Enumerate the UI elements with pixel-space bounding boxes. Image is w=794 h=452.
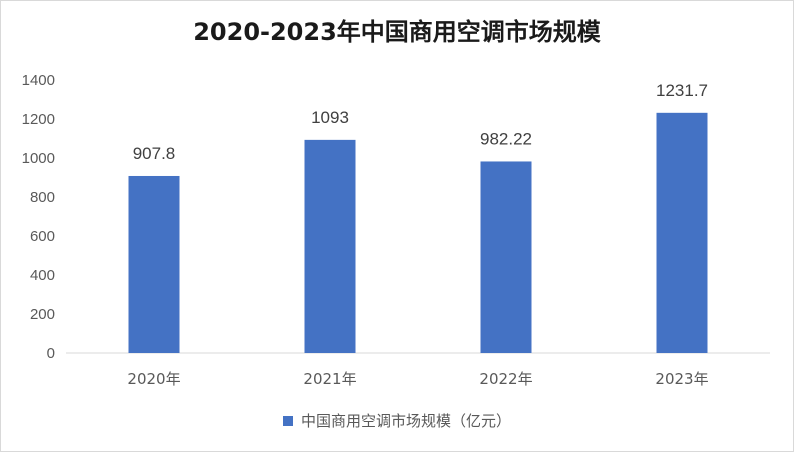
y-tick-label: 0 <box>47 345 55 362</box>
bar <box>304 139 356 353</box>
x-tick-label: 2020年 <box>127 370 180 388</box>
x-tick-label: 2023年 <box>655 370 708 388</box>
y-tick-label: 1000 <box>22 150 55 167</box>
y-tick-label: 200 <box>30 306 55 323</box>
y-tick-label: 800 <box>30 189 55 206</box>
data-label: 982.22 <box>480 129 532 148</box>
bar <box>480 161 532 353</box>
legend: 中国商用空调市场规模（亿元） <box>0 410 794 431</box>
legend-label: 中国商用空调市场规模（亿元） <box>300 412 511 430</box>
chart-title: 2020-2023年中国商用空调市场规模 <box>193 18 601 46</box>
x-tick-label: 2021年 <box>303 370 356 388</box>
y-tick-label: 1200 <box>22 111 55 128</box>
data-label: 1231.7 <box>656 81 708 100</box>
data-label: 907.8 <box>133 144 176 163</box>
bar <box>128 175 180 353</box>
y-tick-label: 1400 <box>22 72 55 89</box>
x-tick-label: 2022年 <box>479 370 532 388</box>
bar <box>656 112 708 353</box>
data-label: 1093 <box>311 108 349 127</box>
y-tick-label: 400 <box>30 267 55 284</box>
legend-swatch <box>282 415 293 426</box>
y-tick-label: 600 <box>30 228 55 245</box>
